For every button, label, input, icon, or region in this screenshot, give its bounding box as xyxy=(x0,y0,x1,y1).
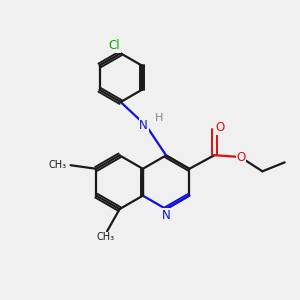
Text: O: O xyxy=(236,151,246,164)
Text: O: O xyxy=(215,121,224,134)
Text: N: N xyxy=(162,209,170,222)
Text: Cl: Cl xyxy=(108,39,120,52)
Text: N: N xyxy=(139,119,148,132)
Text: CH₃: CH₃ xyxy=(96,232,114,242)
Text: CH₃: CH₃ xyxy=(49,160,67,170)
Text: H: H xyxy=(155,113,163,123)
